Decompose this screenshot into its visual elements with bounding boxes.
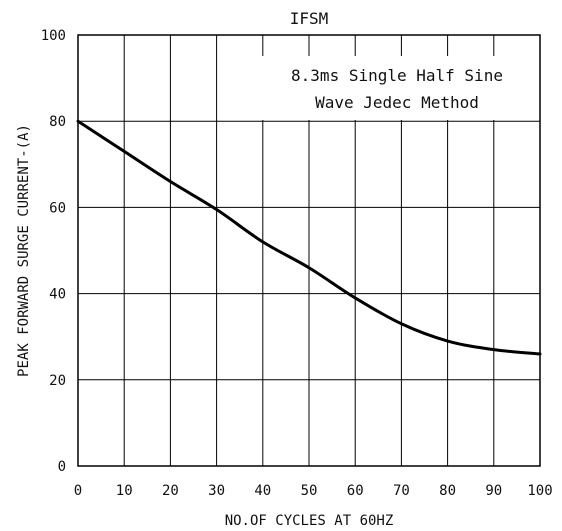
annotation-line-1: 8.3ms Single Half Sine (291, 66, 503, 85)
annotation-background (258, 56, 536, 120)
y-tick-label: 100 (41, 28, 66, 44)
annotation: 8.3ms Single Half Sine Wave Jedec Method (258, 56, 536, 120)
x-tick-label: 50 (301, 483, 318, 499)
y-tick-labels: 0 20 40 60 80 100 (41, 28, 66, 475)
annotation-line-2: Wave Jedec Method (315, 93, 479, 112)
x-tick-label: 70 (393, 483, 410, 499)
series-line (76, 119, 542, 356)
chart-title: IFSM (290, 9, 329, 28)
x-axis-label: NO.OF CYCLES AT 60HZ (225, 513, 394, 529)
x-tick-label: 20 (162, 483, 179, 499)
y-tick-label: 80 (49, 114, 66, 130)
y-tick-label: 0 (58, 459, 66, 475)
series-group (76, 119, 542, 356)
y-tick-label: 20 (49, 373, 66, 389)
x-tick-labels: 0 10 20 30 40 50 60 70 80 90 100 (74, 483, 553, 499)
x-tick-label: 40 (254, 483, 271, 499)
x-tick-label: 90 (485, 483, 502, 499)
y-tick-label: 40 (49, 287, 66, 303)
y-tick-label: 60 (49, 200, 66, 216)
x-tick-label: 30 (208, 483, 225, 499)
x-tick-label: 80 (439, 483, 456, 499)
y-axis-label: PEAK FORWARD SURGE CURRENT-(A) (16, 124, 32, 377)
x-tick-label: 10 (116, 483, 133, 499)
x-tick-label: 60 (347, 483, 364, 499)
x-tick-label: 0 (74, 483, 82, 499)
x-tick-label: 100 (527, 483, 552, 499)
plot-frame (77, 34, 541, 467)
